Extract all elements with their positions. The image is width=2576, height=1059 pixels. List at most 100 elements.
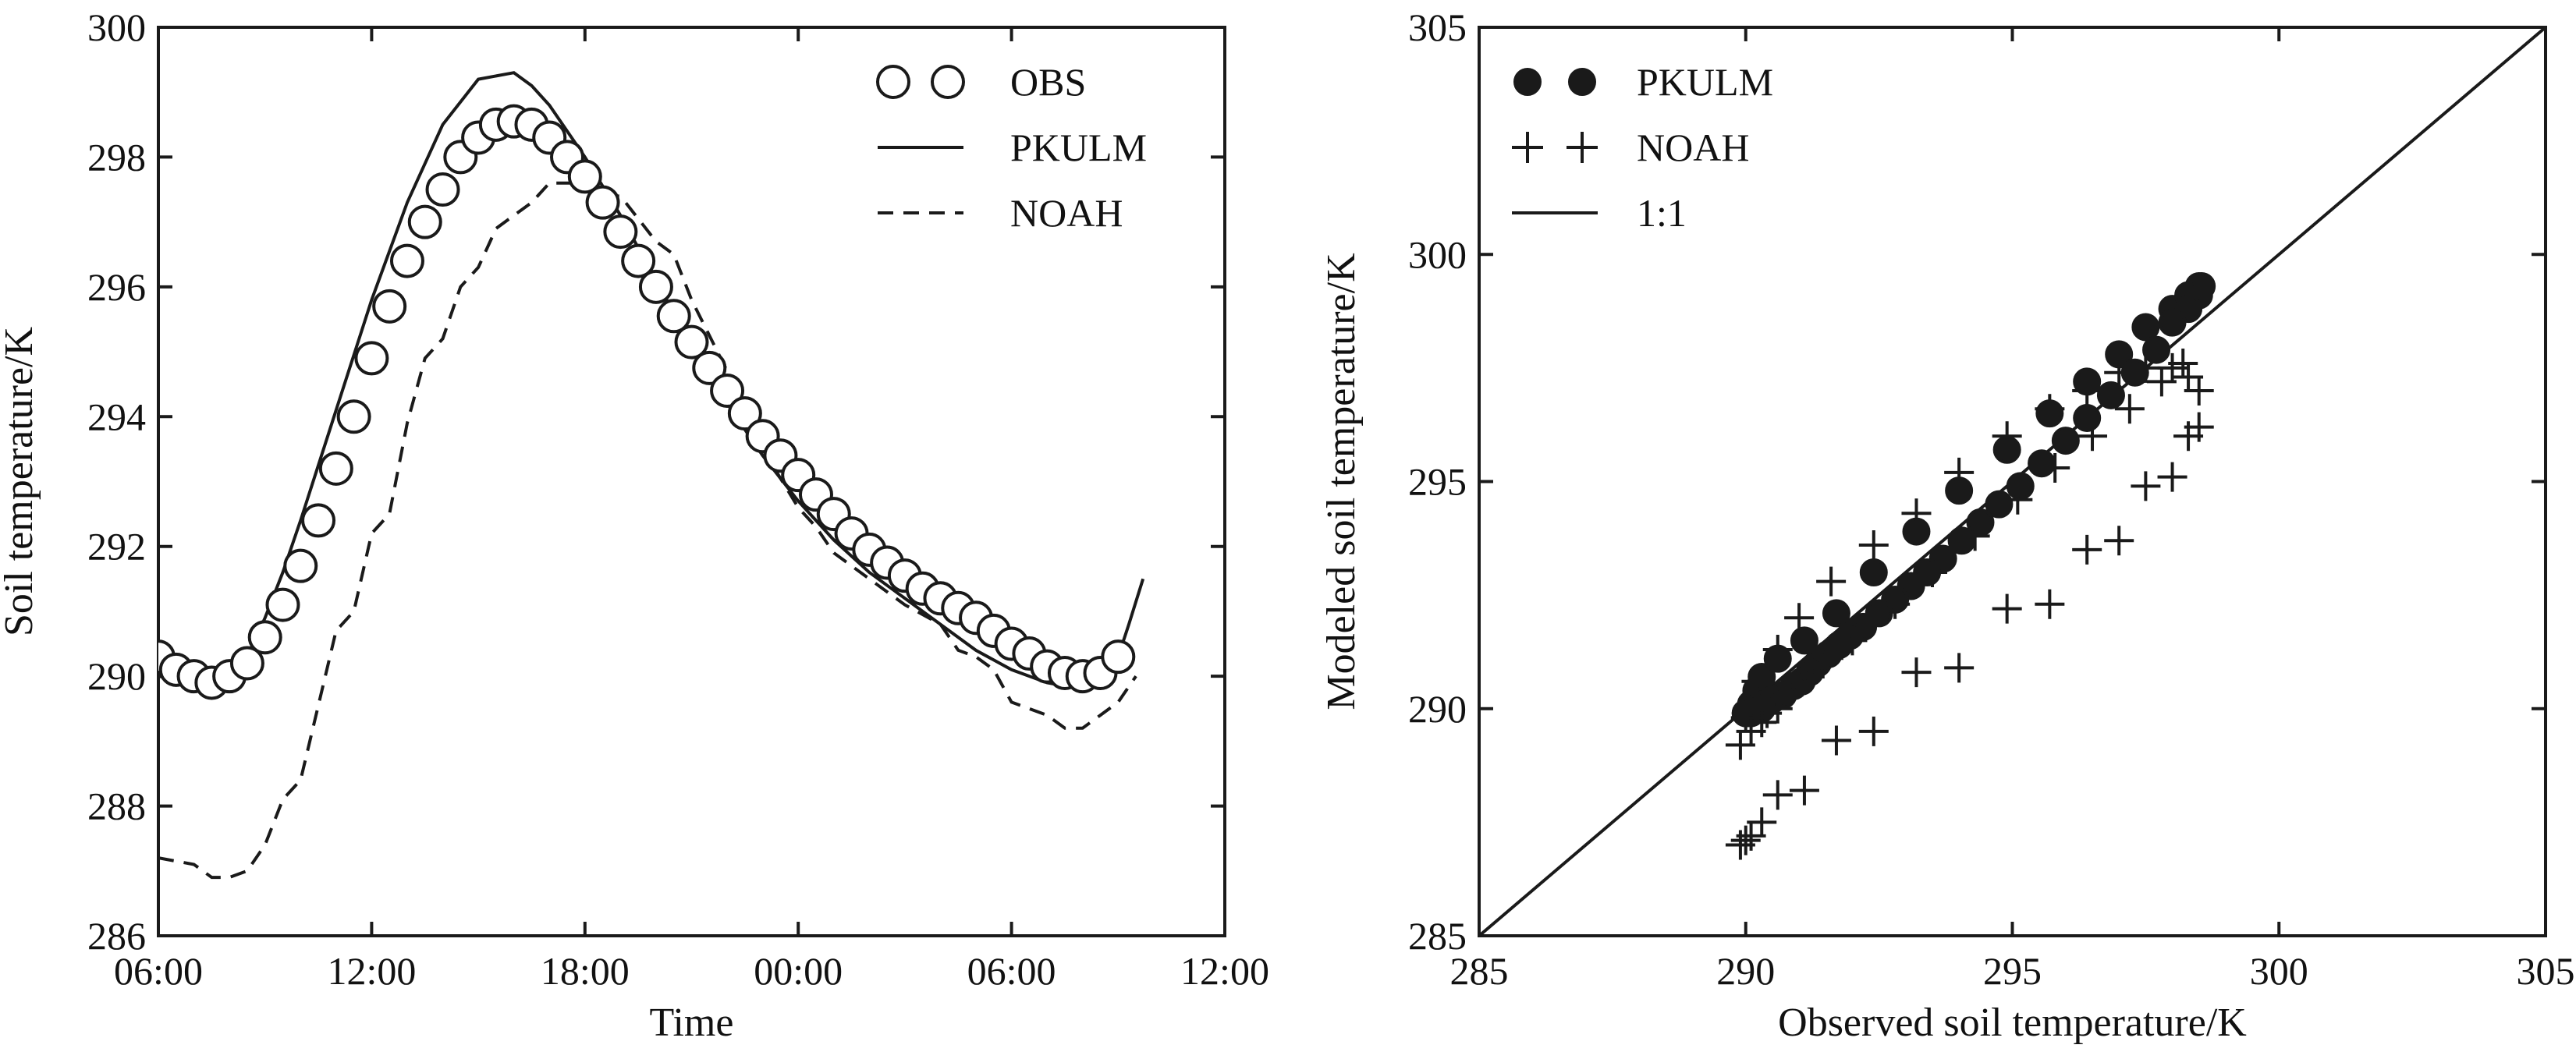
data-point xyxy=(1773,680,1804,710)
data-point xyxy=(585,185,620,220)
data-point xyxy=(1800,653,1830,683)
chart-scatter: 285 290 295 300 305 285 290 295 300 305 Observed s… xyxy=(1319,5,2575,1045)
y-axis-title: Modeled soil temperature/K xyxy=(1319,253,1364,710)
data-point xyxy=(656,299,691,334)
legend-swatch xyxy=(1567,132,1598,163)
x-axis-title: Observed soil temperature/K xyxy=(1778,1001,2247,1045)
data-point xyxy=(1858,716,1889,746)
series-obs xyxy=(158,104,1136,700)
data-point xyxy=(1730,825,1761,855)
legend-label: OBS xyxy=(1010,60,1086,104)
y-tick-label: 288 xyxy=(87,785,146,828)
data-point xyxy=(1917,558,1947,587)
x-tick-label: 285 xyxy=(1450,949,1509,993)
chart-time-series: 06:00 12:00 18:00 00:00 06:00 12:00 286 288 290 2… xyxy=(0,5,1269,1045)
data-point xyxy=(2072,534,2102,565)
data-point xyxy=(2168,349,2198,379)
data-point xyxy=(2104,357,2134,388)
data-point xyxy=(2142,335,2171,364)
data-point xyxy=(1790,626,1818,655)
plot-area xyxy=(158,71,1145,880)
y-tick-label: 286 xyxy=(87,914,146,958)
y-tick-label: 305 xyxy=(1408,5,1467,49)
legend-item: NOAH xyxy=(1512,126,1749,169)
data-point xyxy=(1859,558,1888,586)
data-point xyxy=(283,548,318,583)
data-point xyxy=(2184,412,2214,442)
data-point xyxy=(1762,635,1793,665)
y-tick-label: 290 xyxy=(1408,687,1467,731)
y-tick-label: 300 xyxy=(1408,232,1467,276)
legend-swatch xyxy=(1513,68,1542,96)
data-point xyxy=(2072,376,2102,406)
data-point xyxy=(2131,471,2161,501)
data-point xyxy=(247,620,282,655)
data-point xyxy=(336,399,371,434)
data-point xyxy=(674,324,709,359)
data-point xyxy=(372,289,407,324)
data-point xyxy=(2157,462,2187,492)
x-tick-label: 12:00 xyxy=(1180,949,1269,993)
data-point xyxy=(1822,599,1850,628)
legend-item: OBS xyxy=(876,60,1086,104)
legend-swatch xyxy=(1568,68,1596,96)
data-point xyxy=(2131,313,2160,342)
legend-label: PKULM xyxy=(1637,60,1773,104)
data-point xyxy=(1944,457,1975,487)
data-point xyxy=(2035,589,2065,619)
x-tick-label: 290 xyxy=(1716,949,1775,993)
data-point xyxy=(1944,653,1975,683)
y-tick-label: 296 xyxy=(87,265,146,309)
x-tick-label: 295 xyxy=(1983,949,2042,993)
legend-swatch xyxy=(1512,132,1543,163)
data-point xyxy=(1985,490,2014,519)
legend-swatch xyxy=(931,65,965,99)
data-point xyxy=(2096,381,2125,409)
data-point xyxy=(603,214,638,250)
y-tick-label: 290 xyxy=(87,654,146,698)
data-point xyxy=(1762,780,1793,810)
data-point xyxy=(2040,453,2070,483)
legend: PKULM NOAH 1:1 xyxy=(1512,60,1773,235)
data-point xyxy=(407,204,442,239)
y-tick-label: 300 xyxy=(87,5,146,49)
x-tick-label: 18:00 xyxy=(541,949,630,993)
y-tick-label: 298 xyxy=(87,135,146,179)
data-point xyxy=(2006,472,2035,501)
legend-item: PKULM xyxy=(1513,60,1773,104)
legend-item: 1:1 xyxy=(1512,191,1687,235)
data-point xyxy=(621,243,656,278)
data-point xyxy=(2146,367,2177,397)
data-point xyxy=(692,350,727,385)
data-point xyxy=(1901,657,1932,688)
data-point xyxy=(2131,352,2161,383)
data-point xyxy=(1816,566,1847,597)
data-point xyxy=(354,341,389,376)
plot-area xyxy=(1479,27,2546,936)
data-point xyxy=(1992,593,2022,624)
data-point xyxy=(2051,427,2080,455)
legend-swatch xyxy=(876,65,910,99)
x-tick-label: 00:00 xyxy=(754,949,843,993)
data-point xyxy=(2114,394,2145,424)
x-axis-title: Time xyxy=(650,1001,734,1045)
legend-label: PKULM xyxy=(1010,126,1147,169)
legend-label: 1:1 xyxy=(1637,191,1687,235)
data-point xyxy=(1101,639,1136,675)
data-point xyxy=(1880,589,1911,619)
data-point xyxy=(389,243,424,278)
plot-frame xyxy=(157,26,1226,937)
data-point xyxy=(229,646,264,681)
legend-item: NOAH xyxy=(878,191,1123,235)
data-point xyxy=(2173,362,2204,392)
data-point xyxy=(1821,725,1851,756)
data-point xyxy=(1784,603,1815,633)
legend-item: PKULM xyxy=(878,126,1147,169)
data-point xyxy=(567,159,602,194)
y-tick-label: 285 xyxy=(1408,914,1467,958)
x-tick-label: 12:00 xyxy=(327,949,416,993)
legend: OBS PKULM NOAH xyxy=(876,60,1147,235)
y-axis-title: Soil temperature/K xyxy=(0,326,41,636)
